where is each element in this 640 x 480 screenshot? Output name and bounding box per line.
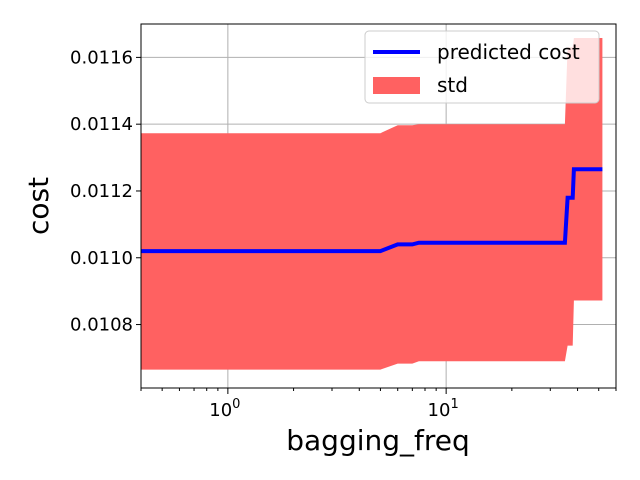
y-tick-label: 0.0110 bbox=[70, 248, 133, 269]
legend-label-std: std bbox=[437, 73, 468, 97]
y-axis-label: cost bbox=[22, 177, 55, 235]
plot-frame bbox=[140, 23, 617, 389]
y-tick-label: 0.0108 bbox=[70, 315, 133, 336]
legend-label-predicted-cost: predicted cost bbox=[437, 40, 580, 64]
y-tick-label: 0.0116 bbox=[70, 47, 133, 68]
legend-swatch-std bbox=[373, 77, 420, 94]
legend-box bbox=[364, 30, 600, 104]
legend: predicted cost std bbox=[364, 30, 600, 104]
x-tick-label-base: 10 bbox=[209, 400, 232, 421]
predicted-cost-line bbox=[141, 167, 603, 254]
x-tick-label-exponent: 1 bbox=[450, 397, 458, 412]
x-axis-label: bagging_freq bbox=[286, 424, 470, 457]
y-tick-label: 0.0112 bbox=[70, 181, 133, 202]
std-band bbox=[141, 38, 603, 370]
std-band-layer bbox=[141, 38, 603, 370]
x-tick-label: 101 bbox=[428, 397, 459, 421]
x-tick-label: 100 bbox=[209, 397, 240, 421]
y-tick-label: 0.0114 bbox=[70, 114, 133, 135]
x-tick-label-base: 10 bbox=[428, 400, 451, 421]
x-tick-label-exponent: 0 bbox=[232, 397, 240, 412]
predicted-cost-line-layer bbox=[141, 167, 603, 254]
